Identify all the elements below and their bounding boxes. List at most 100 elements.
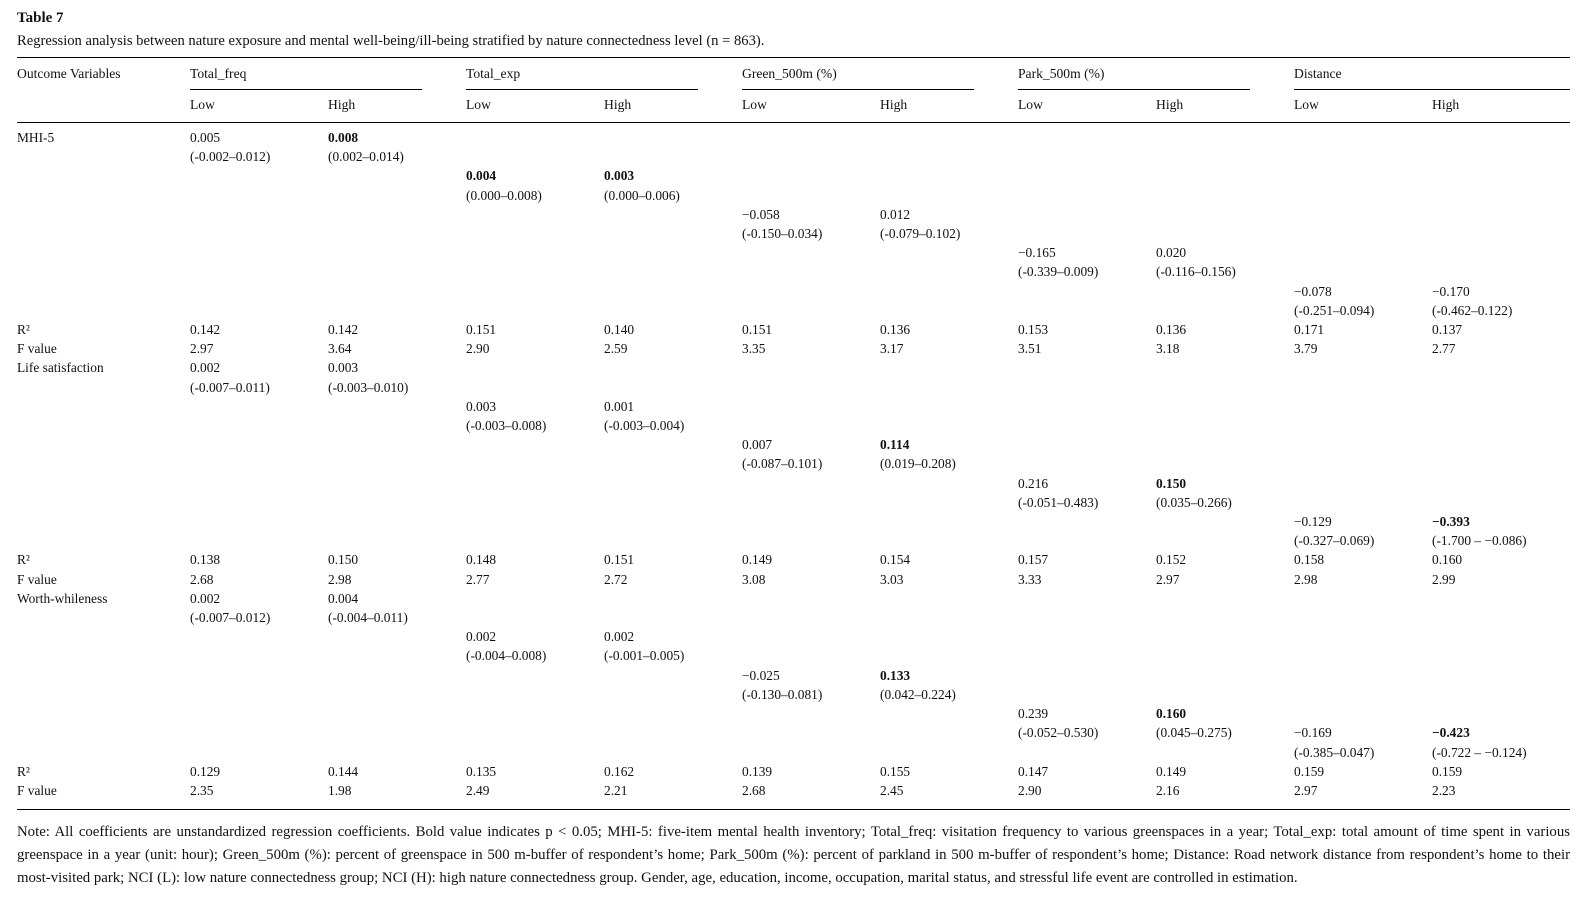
empty-cell — [742, 378, 880, 397]
empty-cell — [328, 224, 466, 243]
empty-cell — [742, 397, 880, 416]
empty-cell — [190, 531, 328, 550]
empty-cell — [17, 224, 190, 243]
ci-cell: (-0.462–0.122) — [1432, 302, 1513, 318]
empty-cell — [190, 224, 328, 243]
table-row: (-0.150–0.034) (-0.079–0.102) — [17, 224, 1570, 243]
ci-cell: (-0.385–0.047) — [1294, 744, 1375, 760]
stat-cell: 0.142 — [328, 322, 359, 338]
empty-cell — [1432, 493, 1570, 512]
table-row: (-0.002–0.012) (0.002–0.014) — [17, 147, 1570, 166]
empty-cell — [604, 147, 742, 166]
stat-cell: 2.72 — [604, 571, 628, 587]
empty-cell — [1432, 474, 1570, 493]
empty-cell — [604, 435, 742, 454]
empty-cell — [190, 282, 328, 301]
ci-cell: (-0.007–0.012) — [190, 610, 271, 626]
empty-cell — [604, 358, 742, 377]
empty-cell — [328, 282, 466, 301]
empty-cell — [466, 147, 604, 166]
stat-cell: 0.136 — [880, 322, 911, 338]
ci-cell: (0.035–0.266) — [1156, 494, 1232, 510]
empty-cell — [1018, 378, 1156, 397]
empty-cell — [328, 416, 466, 435]
empty-cell — [1294, 474, 1432, 493]
empty-cell — [466, 262, 604, 281]
empty-cell — [17, 685, 190, 704]
empty-cell — [604, 685, 742, 704]
stat-cell: 0.150 — [328, 552, 359, 568]
stat-cell: 3.03 — [880, 571, 904, 587]
empty-cell — [1156, 646, 1294, 665]
empty-cell — [742, 627, 880, 646]
empty-cell — [1432, 627, 1570, 646]
empty-cell — [466, 224, 604, 243]
stat-cell: 2.97 — [190, 341, 214, 357]
empty-cell — [742, 243, 880, 262]
stat-cell: 0.138 — [190, 552, 221, 568]
table-row: (-0.339–0.009) (-0.116–0.156) — [17, 262, 1570, 281]
empty-cell — [466, 531, 604, 550]
table-row: (0.000–0.008) (0.000–0.006) — [17, 186, 1570, 205]
subheader-low: Low — [190, 97, 215, 112]
ci-cell: (0.000–0.006) — [604, 187, 680, 203]
subheader-high: High — [1432, 97, 1460, 112]
table-row: (-0.007–0.012) (-0.004–0.011) — [17, 608, 1570, 627]
empty-cell — [466, 589, 604, 608]
ci-cell: (-0.722 – −0.124) — [1432, 744, 1527, 760]
coefficient-cell: 0.003 — [466, 398, 497, 414]
empty-cell — [880, 512, 1018, 531]
empty-cell — [1156, 358, 1294, 377]
empty-cell — [190, 205, 328, 224]
table-row: (-0.327–0.069) (-1.700 – −0.086) — [17, 531, 1570, 550]
empty-cell — [742, 358, 880, 377]
empty-cell — [466, 474, 604, 493]
stat-cell: 0.144 — [328, 763, 359, 779]
stat-cell: 0.142 — [190, 322, 221, 338]
empty-cell — [1432, 166, 1570, 185]
empty-cell — [880, 608, 1018, 627]
stat-cell: 0.159 — [1432, 763, 1463, 779]
empty-cell — [466, 205, 604, 224]
page: Table 7 Regression analysis between natu… — [17, 9, 1570, 890]
stat-cell: 2.98 — [1294, 571, 1318, 587]
empty-cell — [466, 512, 604, 531]
coefficient-cell: −0.170 — [1432, 283, 1470, 299]
empty-cell — [1432, 358, 1570, 377]
empty-cell — [1156, 608, 1294, 627]
empty-cell — [328, 493, 466, 512]
coefficient-cell: 0.114 — [880, 437, 910, 453]
table-row: (-0.087–0.101) (0.019–0.208) — [17, 454, 1570, 473]
table-row: R² 0.138 0.150 0.148 0.151 0.149 0.154 0.157 0.1… — [17, 550, 1570, 569]
table-row: F value 2.35 1.98 2.49 2.21 2.68 2.45 2.90 2.16 2… — [17, 781, 1570, 800]
empty-cell — [17, 435, 190, 454]
coefficient-cell: 0.001 — [604, 398, 635, 414]
empty-cell — [1018, 685, 1156, 704]
stat-cell: 0.151 — [466, 322, 497, 338]
subheader-row: Low High Low High Low High Low High Low … — [17, 90, 1570, 122]
empty-cell — [1432, 608, 1570, 627]
ci-cell: (-0.116–0.156) — [1156, 264, 1236, 280]
stat-cell: 3.08 — [742, 571, 766, 587]
table-row: (-0.007–0.011) (-0.003–0.010) — [17, 378, 1570, 397]
empty-cell — [1156, 301, 1294, 320]
empty-cell — [1156, 589, 1294, 608]
empty-cell — [1018, 608, 1156, 627]
empty-cell — [742, 474, 880, 493]
empty-cell — [328, 743, 466, 762]
table-row: 0.007 0.114 — [17, 435, 1570, 454]
coefficient-cell: −0.169 — [1294, 725, 1332, 741]
empty-cell — [17, 474, 190, 493]
empty-cell — [1156, 531, 1294, 550]
empty-cell — [604, 512, 742, 531]
row-label: F value — [17, 341, 57, 357]
empty-cell — [604, 474, 742, 493]
empty-cell — [17, 301, 190, 320]
subheader-low: Low — [466, 97, 491, 112]
stat-cell: 0.137 — [1432, 322, 1463, 338]
empty-cell — [880, 186, 1018, 205]
stat-cell: 2.49 — [466, 782, 490, 798]
empty-cell — [1018, 512, 1156, 531]
empty-cell — [328, 435, 466, 454]
table-row: (-0.251–0.094) (-0.462–0.122) — [17, 301, 1570, 320]
